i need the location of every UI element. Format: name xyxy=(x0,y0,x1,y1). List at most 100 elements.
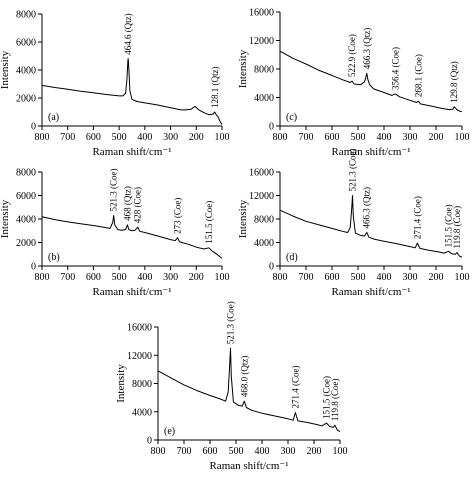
y-tick-label: 16000 xyxy=(127,323,152,334)
x-tick-label: 700 xyxy=(60,272,75,283)
peak-annotation: 356.4 (Coe) xyxy=(390,47,400,90)
chart-panel: 800 700 600 500 400 300 200 100 0 4000 8000 12000 16… xyxy=(237,8,470,159)
peak-annotation: 151.5 (Coe) xyxy=(204,201,214,244)
x-tick-label: 500 xyxy=(351,272,366,283)
y-tick-label: 0 xyxy=(31,122,36,133)
y-axis-title: Intensity xyxy=(115,364,127,403)
x-tick-label: 200 xyxy=(189,132,204,143)
x-tick-label: 200 xyxy=(189,272,204,283)
x-tick-label: 800 xyxy=(273,132,288,143)
peak-annotation: 129.8 (Qtz) xyxy=(449,61,459,103)
x-tick-label: 500 xyxy=(112,272,127,283)
peak-annotation: 271.4 (Coe) xyxy=(412,196,422,239)
peak-annotation: 271.4 (Coe) xyxy=(290,365,300,408)
x-axis-title: Raman shift/cm⁻¹ xyxy=(331,146,410,158)
x-tick-label: 100 xyxy=(455,272,470,283)
y-tick-label: 8000 xyxy=(254,215,274,226)
y-tick-label: 8000 xyxy=(16,10,36,21)
y-tick-label: 2000 xyxy=(16,94,36,105)
y-tick-label: 16000 xyxy=(249,8,274,19)
panel-label: (a) xyxy=(48,112,59,123)
x-tick-label: 200 xyxy=(429,132,444,143)
x-tick-label: 700 xyxy=(299,272,314,283)
panel-label: (d) xyxy=(286,252,298,263)
x-tick-label: 400 xyxy=(255,446,270,457)
spectrum-line xyxy=(41,215,223,259)
y-tick-label: 0 xyxy=(269,262,274,273)
y-axis-title: Intensity xyxy=(0,199,11,238)
chart-panel: 800 700 600 500 400 300 200 100 0 2000 4000 6000 800… xyxy=(0,10,230,159)
x-axis-title: Raman shift/cm⁻¹ xyxy=(209,460,288,472)
y-tick-label: 0 xyxy=(31,262,36,273)
peak-annotation: 119.8 (Coe) xyxy=(452,206,462,249)
y-axis-title: Intensity xyxy=(237,49,249,88)
chart-panel: 800 700 600 500 400 300 200 100 0 4000 8000 12000 16… xyxy=(237,149,470,299)
x-tick-label: 100 xyxy=(215,272,230,283)
x-tick-label: 600 xyxy=(203,446,218,457)
peak-annotation: 151.5 (Coe) xyxy=(322,376,332,419)
y-tick-label: 8000 xyxy=(16,168,36,179)
x-tick-label: 500 xyxy=(229,446,244,457)
spectrum-line xyxy=(279,195,463,258)
x-tick-label: 800 xyxy=(273,272,288,283)
y-tick-label: 4000 xyxy=(254,238,274,249)
x-tick-label: 300 xyxy=(163,132,178,143)
peak-annotation: 268.1 (Coe) xyxy=(413,54,423,97)
x-tick-label: 700 xyxy=(60,132,75,143)
x-tick-label: 700 xyxy=(299,132,314,143)
y-tick-label: 8000 xyxy=(254,65,274,76)
y-tick-label: 4000 xyxy=(254,93,274,104)
panel-label: (e) xyxy=(164,426,175,437)
x-tick-label: 800 xyxy=(151,446,166,457)
peak-annotation: 128.1 (Qtz) xyxy=(210,67,220,109)
x-tick-label: 800 xyxy=(35,132,50,143)
x-tick-label: 300 xyxy=(163,272,178,283)
peak-annotation: 521.3 (Coe) xyxy=(347,149,357,192)
x-tick-label: 600 xyxy=(86,272,101,283)
y-axis-title: Intensity xyxy=(0,50,11,89)
x-tick-label: 400 xyxy=(377,132,392,143)
y-tick-label: 0 xyxy=(269,122,274,133)
peak-annotation: 522.9 (Coe) xyxy=(347,34,357,77)
y-axis-title: Intensity xyxy=(237,199,249,238)
x-tick-label: 100 xyxy=(455,132,470,143)
peak-annotation: 468.0 (Qtz) xyxy=(239,356,249,398)
chart-panel: 800 700 600 500 400 300 200 100 0 4000 8000 12000 16… xyxy=(115,301,348,472)
y-tick-label: 16000 xyxy=(249,168,274,179)
chart-panel: 800 700 600 500 400 300 200 100 0 2000 4000 6000 800… xyxy=(0,168,230,299)
y-tick-label: 4000 xyxy=(16,66,36,77)
y-tick-label: 6000 xyxy=(16,191,36,202)
y-tick-label: 0 xyxy=(147,436,152,447)
peak-annotation: 273 (Coe) xyxy=(173,198,183,234)
x-tick-label: 600 xyxy=(325,272,340,283)
x-tick-label: 500 xyxy=(112,132,127,143)
spectrum-line xyxy=(279,50,463,113)
y-tick-label: 4000 xyxy=(16,215,36,226)
x-tick-label: 300 xyxy=(281,446,296,457)
x-tick-label: 600 xyxy=(86,132,101,143)
x-tick-label: 400 xyxy=(137,272,152,283)
peak-annotation: 119.8 (Coe) xyxy=(330,378,340,421)
x-tick-label: 400 xyxy=(137,132,152,143)
y-tick-label: 12000 xyxy=(127,351,152,362)
peak-annotation: 464.6 (Qtz) xyxy=(123,13,133,55)
panel-label: (b) xyxy=(48,252,60,263)
x-axis-title: Raman shift/cm⁻¹ xyxy=(92,286,171,298)
peak-annotation: 151.5 (Coe) xyxy=(444,204,454,247)
x-tick-label: 600 xyxy=(325,132,340,143)
spectrum-line xyxy=(157,347,341,432)
x-tick-label: 200 xyxy=(307,446,322,457)
x-tick-label: 200 xyxy=(429,272,444,283)
peak-annotation: 521.3 (Coe) xyxy=(109,168,119,211)
x-tick-label: 500 xyxy=(351,132,366,143)
x-tick-label: 800 xyxy=(35,272,50,283)
x-tick-label: 300 xyxy=(403,272,418,283)
y-tick-label: 4000 xyxy=(132,407,152,418)
x-tick-label: 100 xyxy=(215,132,230,143)
y-tick-label: 2000 xyxy=(16,238,36,249)
peak-annotation: 521.3 (Coe) xyxy=(225,301,235,344)
x-axis-title: Raman shift/cm⁻¹ xyxy=(92,146,171,158)
y-tick-label: 12000 xyxy=(249,36,274,47)
peak-annotation: 468 (Qtz) xyxy=(122,186,132,221)
